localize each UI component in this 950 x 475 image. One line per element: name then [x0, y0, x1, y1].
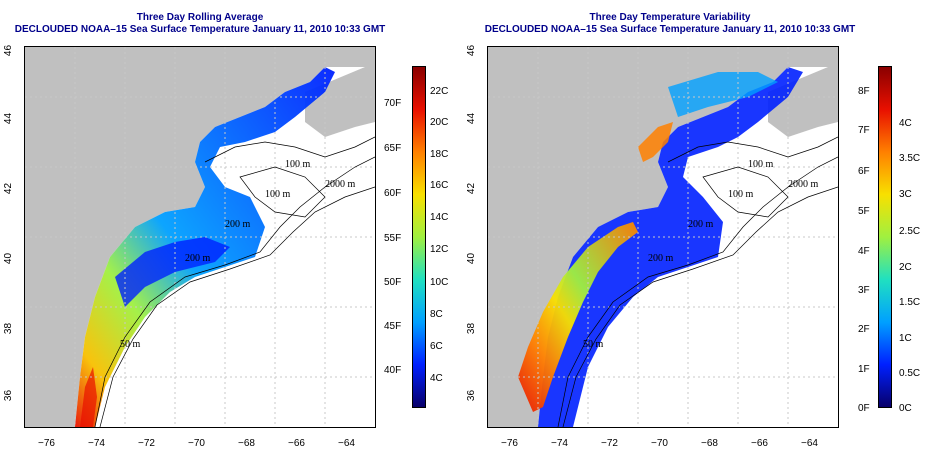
- cb-f-label: 50F: [384, 277, 402, 288]
- contour-label: 100 m: [748, 159, 774, 170]
- lon-label: −68: [238, 438, 255, 449]
- land-mass: [25, 47, 375, 427]
- cb-f-label: 6F: [858, 166, 870, 177]
- cb-c-label: 6C: [430, 341, 443, 352]
- lon-label: −70: [651, 438, 668, 449]
- cb-c-label: 16C: [430, 180, 449, 191]
- lon-label: −66: [751, 438, 768, 449]
- cb-f-label: 8F: [858, 86, 870, 97]
- cb-f-label: 7F: [858, 125, 870, 136]
- right-title: Three Day Temperature Variability: [589, 12, 751, 23]
- left-map-canvas: 100 m 100 m 200 m 2000 m 50 m 200 m: [25, 47, 375, 427]
- cb-c-label: 1.5C: [899, 297, 921, 308]
- cb-c-label: 4C: [899, 118, 912, 129]
- cb-f-label: 4F: [858, 246, 870, 257]
- cb-f-label: 65F: [384, 143, 402, 154]
- left-title: Three Day Rolling Average: [136, 12, 264, 23]
- cb-c-label: 12C: [430, 244, 449, 255]
- lon-label: −64: [801, 438, 818, 449]
- cb-f-label: 45F: [384, 321, 402, 332]
- contour-label: 200 m: [688, 219, 714, 230]
- contour-label: 2000 m: [325, 179, 356, 190]
- cb-f-label: 2F: [858, 324, 870, 335]
- cb-f-label: 55F: [384, 233, 402, 244]
- contour-label: 100 m: [265, 189, 291, 200]
- cb-f-label: 3F: [858, 285, 870, 296]
- lon-label: −68: [701, 438, 718, 449]
- cb-c-label: 1C: [899, 333, 912, 344]
- cb-c-label: 0.5C: [899, 368, 921, 379]
- variability-cyan: [668, 72, 778, 117]
- lat-label: 38: [466, 322, 478, 335]
- lat-label: 42: [3, 182, 15, 195]
- bathymetry-contours: [557, 136, 838, 427]
- cb-f-label: 0F: [858, 403, 870, 414]
- lon-label: −74: [551, 438, 568, 449]
- left-colorbar: [412, 66, 426, 408]
- right-map-canvas: 100 m 100 m 200 m 2000 m 50 m 200 m: [488, 47, 838, 427]
- cb-c-label: 0C: [899, 403, 912, 414]
- lon-label: −66: [288, 438, 305, 449]
- contour-label: 200 m: [225, 219, 251, 230]
- cb-c-label: 14C: [430, 212, 449, 223]
- lat-label: 42: [466, 182, 478, 195]
- cb-c-label: 22C: [430, 86, 449, 97]
- cb-c-label: 2C: [899, 262, 912, 273]
- variability-gom: [638, 122, 673, 162]
- contour-label: 200 m: [648, 253, 674, 264]
- lat-label: 36: [466, 389, 478, 402]
- lat-label: 40: [466, 252, 478, 265]
- cb-f-label: 1F: [858, 364, 870, 375]
- left-map: 100 m 100 m 200 m 2000 m 50 m 200 m: [24, 46, 376, 428]
- land-mass: [488, 47, 838, 427]
- contour-label: 100 m: [728, 189, 754, 200]
- lat-label: 36: [3, 389, 15, 402]
- sst-warm-edge: [80, 367, 97, 427]
- lon-label: −74: [88, 438, 105, 449]
- cb-f-label: 40F: [384, 365, 402, 376]
- land-mass-ns: [768, 67, 838, 137]
- lat-label: 46: [466, 44, 478, 57]
- cb-c-label: 3.5C: [899, 153, 921, 164]
- sst-cold-tongue: [115, 237, 230, 307]
- right-map: 100 m 100 m 200 m 2000 m 50 m 200 m: [487, 46, 839, 428]
- cb-f-label: 70F: [384, 98, 402, 109]
- cb-c-label: 4C: [430, 373, 443, 384]
- grid-lines: [25, 47, 375, 427]
- variability-low: [538, 67, 803, 427]
- variability-high: [518, 222, 638, 412]
- contour-label: 50 m: [583, 339, 604, 350]
- cb-c-label: 18C: [430, 149, 449, 160]
- left-subtitle: DECLOUDED NOAA–15 Sea Surface Temperatur…: [14, 24, 386, 35]
- lon-label: −76: [501, 438, 518, 449]
- right-colorbar: [878, 66, 892, 408]
- cb-f-label: 5F: [858, 206, 870, 217]
- lon-label: −72: [138, 438, 155, 449]
- land-mass-ns: [305, 67, 375, 137]
- lon-label: −70: [188, 438, 205, 449]
- cb-c-label: 2.5C: [899, 226, 921, 237]
- cb-c-label: 10C: [430, 277, 449, 288]
- lon-label: −76: [38, 438, 55, 449]
- lon-label: −72: [601, 438, 618, 449]
- contour-label: 2000 m: [788, 179, 819, 190]
- lat-label: 38: [3, 322, 15, 335]
- cb-c-label: 8C: [430, 309, 443, 320]
- contour-label: 100 m: [285, 159, 311, 170]
- contour-label: 200 m: [185, 253, 211, 264]
- lat-label: 44: [3, 112, 15, 125]
- lon-label: −64: [338, 438, 355, 449]
- lat-label: 40: [3, 252, 15, 265]
- lat-label: 46: [3, 44, 15, 57]
- grid-lines: [488, 47, 838, 427]
- cb-f-label: 60F: [384, 188, 402, 199]
- cb-c-label: 20C: [430, 117, 449, 128]
- contour-label: 50 m: [120, 339, 141, 350]
- right-subtitle: DECLOUDED NOAA–15 Sea Surface Temperatur…: [484, 24, 856, 35]
- lat-label: 44: [466, 112, 478, 125]
- bathymetry-contours: [94, 136, 375, 427]
- cb-c-label: 3C: [899, 189, 912, 200]
